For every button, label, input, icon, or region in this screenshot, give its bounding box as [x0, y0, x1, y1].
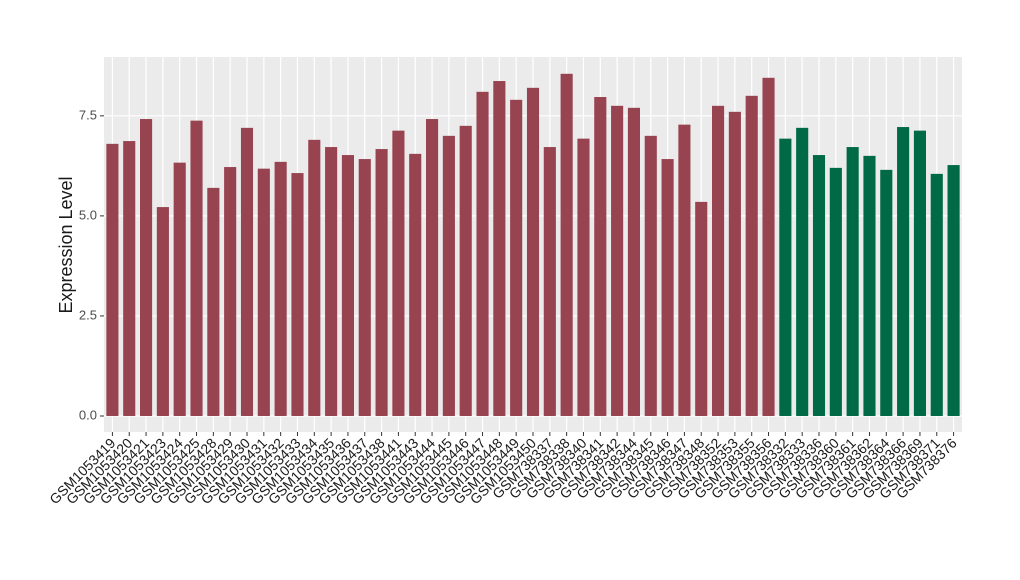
bar [611, 105, 624, 416]
bar [594, 97, 607, 416]
bar [156, 207, 169, 416]
bar [728, 111, 741, 416]
bar [358, 159, 371, 416]
bar [341, 155, 354, 416]
bar [644, 135, 657, 416]
bar [661, 159, 674, 416]
bar [426, 119, 439, 416]
bar [240, 127, 254, 416]
bar [829, 167, 842, 416]
bar [930, 173, 943, 416]
bar [190, 120, 203, 416]
bar [846, 147, 859, 416]
bar [325, 147, 338, 416]
bar [796, 127, 809, 416]
bar [695, 201, 708, 416]
bar [106, 143, 119, 416]
bar [392, 130, 405, 416]
bar [627, 107, 640, 416]
y-tick-label: 2.5 [79, 307, 97, 322]
bar [140, 119, 153, 416]
bar [274, 161, 287, 416]
bar [880, 169, 893, 416]
bar [526, 87, 540, 416]
bar [779, 138, 792, 416]
bar [459, 125, 472, 416]
bar [812, 155, 826, 416]
bar [577, 138, 590, 416]
bar [291, 173, 304, 416]
bar [510, 99, 523, 416]
bar [224, 167, 237, 416]
y-tick-label: 7.5 [79, 107, 97, 122]
bar [375, 149, 388, 416]
bar [762, 77, 775, 416]
bar [476, 91, 489, 416]
bar [207, 187, 220, 416]
bar [560, 73, 573, 416]
bar [712, 105, 725, 416]
bar [123, 141, 136, 416]
bar [308, 139, 321, 416]
bar [863, 155, 876, 416]
bar [745, 95, 758, 416]
bar [257, 168, 270, 416]
y-tick-label: 0.0 [79, 407, 97, 422]
bar [493, 81, 506, 416]
bar [947, 165, 960, 416]
bar [543, 147, 556, 416]
bar [913, 130, 926, 416]
bar [442, 135, 455, 416]
bar [678, 124, 691, 416]
bar [409, 153, 422, 416]
y-tick-label: 5.0 [79, 207, 97, 222]
y-axis-title: Expression Level [56, 176, 76, 313]
bar [173, 162, 186, 416]
bar [897, 127, 910, 416]
